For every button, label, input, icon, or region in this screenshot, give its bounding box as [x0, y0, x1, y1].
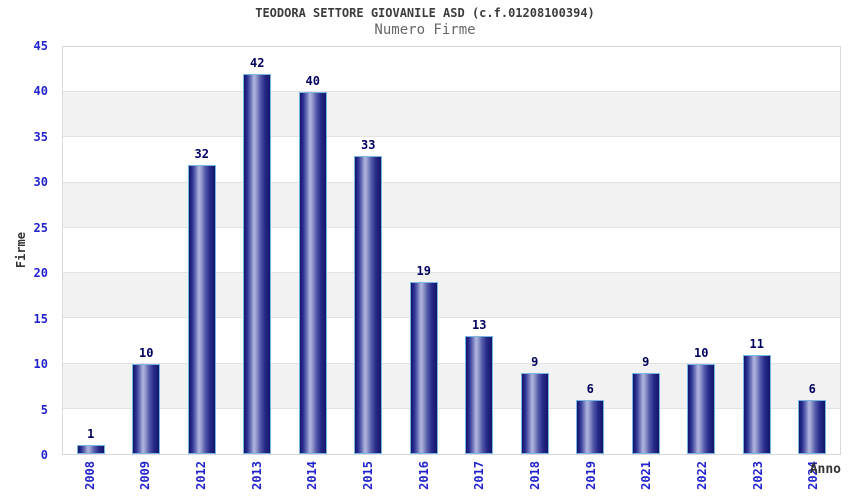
bar-value-label: 33 [361, 137, 376, 152]
grid-band [63, 137, 840, 183]
x-axis-title: Anno [809, 462, 841, 477]
bar-slot-2019: 6 [563, 47, 619, 454]
x-tick-slot: 2013 [229, 461, 285, 500]
bar-value-label: 10 [694, 345, 709, 360]
y-tick-label: 5 [40, 402, 48, 417]
bar-2024 [798, 399, 827, 454]
y-tick-label: 15 [33, 311, 48, 326]
bar-slot-2014: 40 [285, 47, 341, 454]
x-tick-label: 2023 [750, 461, 765, 490]
x-tick-label: 2008 [82, 461, 97, 490]
bar-slot-2024: 6 [785, 47, 841, 454]
bar-value-label: 1 [87, 426, 95, 441]
bar-value-label: 9 [642, 354, 650, 369]
y-tick-label: 20 [33, 266, 48, 281]
y-tick-label: 0 [40, 448, 48, 462]
x-tick-label: 2021 [639, 461, 654, 490]
x-axis-ticks: 2008 2009 2012 2013 2014 2015 2016 2017 2018 2019… [62, 461, 841, 500]
y-tick-label: 25 [33, 220, 48, 235]
bar-value-label: 10 [139, 345, 154, 360]
bar-slot-2016: 19 [396, 47, 452, 454]
bar-slot-2022: 10 [674, 47, 730, 454]
y-tick-label: 45 [33, 39, 48, 53]
x-tick-label: 2019 [583, 461, 598, 490]
bar-slot-2015: 33 [341, 47, 397, 454]
bar-value-label: 6 [808, 381, 816, 396]
bar-slot-2023: 11 [729, 47, 785, 454]
bar-2021 [631, 372, 660, 454]
x-tick-slot: 2014 [285, 461, 341, 500]
x-tick-label: 2017 [472, 461, 487, 490]
bar-value-label: 40 [305, 74, 320, 89]
x-tick-slot: 2008 [62, 461, 118, 500]
y-tick-label: 10 [33, 357, 48, 372]
x-tick-slot: 2018 [507, 461, 563, 500]
bar-slot-2008: 1 [63, 47, 119, 454]
bar-slot-2009: 10 [119, 47, 175, 454]
x-tick-slot: 2009 [118, 461, 174, 500]
bar-2018 [520, 372, 549, 454]
x-tick-slot: 2019 [563, 461, 619, 500]
bar-2008 [76, 444, 105, 454]
x-tick-label: 2014 [305, 461, 320, 490]
bar-2023 [742, 354, 771, 454]
bar-2009 [132, 363, 161, 454]
bar-value-label: 42 [250, 56, 265, 71]
chart-title: TEODORA SETTORE GIOVANILE ASD (c.f.01208… [255, 6, 595, 20]
x-tick-slot: 2021 [618, 461, 674, 500]
x-tick-slot: 2023 [730, 461, 786, 500]
bar-value-label: 32 [194, 146, 209, 161]
bar-2017 [465, 336, 494, 454]
x-tick-slot: 2017 [451, 461, 507, 500]
bar-value-label: 9 [531, 354, 539, 369]
bar-2015 [354, 155, 383, 454]
bar-2014 [298, 92, 327, 454]
bar-2016 [409, 282, 438, 454]
x-tick-slot: 2012 [173, 461, 229, 500]
bar-value-label: 19 [416, 264, 431, 279]
x-tick-label: 2022 [694, 461, 709, 490]
y-tick-label: 30 [33, 175, 48, 190]
bar-2012 [187, 164, 216, 454]
plot-area: 1 10 32 42 40 33 19 13 9 6 9 10 11 6 [62, 46, 841, 455]
x-tick-label: 2015 [361, 461, 376, 490]
bar-slot-2018: 9 [507, 47, 563, 454]
y-tick-label: 40 [33, 84, 48, 99]
bar-slot-2013: 42 [230, 47, 286, 454]
bar-slot-2021: 9 [618, 47, 674, 454]
x-tick-slot: 2016 [396, 461, 452, 500]
x-tick-label: 2016 [416, 461, 431, 490]
bars-layer: 1 10 32 42 40 33 19 13 9 6 9 10 11 6 [63, 47, 840, 454]
bar-2022 [687, 363, 716, 454]
x-tick-label: 2009 [138, 461, 153, 490]
bar-value-label: 13 [472, 318, 487, 333]
x-tick-label: 2018 [527, 461, 542, 490]
bar-value-label: 6 [586, 381, 594, 396]
bar-2013 [243, 74, 272, 454]
x-tick-label: 2013 [249, 461, 264, 490]
bar-2019 [576, 399, 605, 454]
grid-band [63, 47, 840, 93]
chart-subtitle: Numero Firme [374, 22, 476, 38]
y-tick-label: 35 [33, 129, 48, 144]
grid-band [63, 92, 840, 138]
x-tick-label: 2012 [194, 461, 209, 490]
x-tick-slot: 2015 [340, 461, 396, 500]
x-tick-slot: 2022 [674, 461, 730, 500]
y-axis-ticks: 0 5 10 15 20 25 30 35 40 45 [0, 39, 56, 462]
bar-value-label: 11 [749, 336, 764, 351]
bar-slot-2017: 13 [452, 47, 508, 454]
bar-slot-2012: 32 [174, 47, 230, 454]
